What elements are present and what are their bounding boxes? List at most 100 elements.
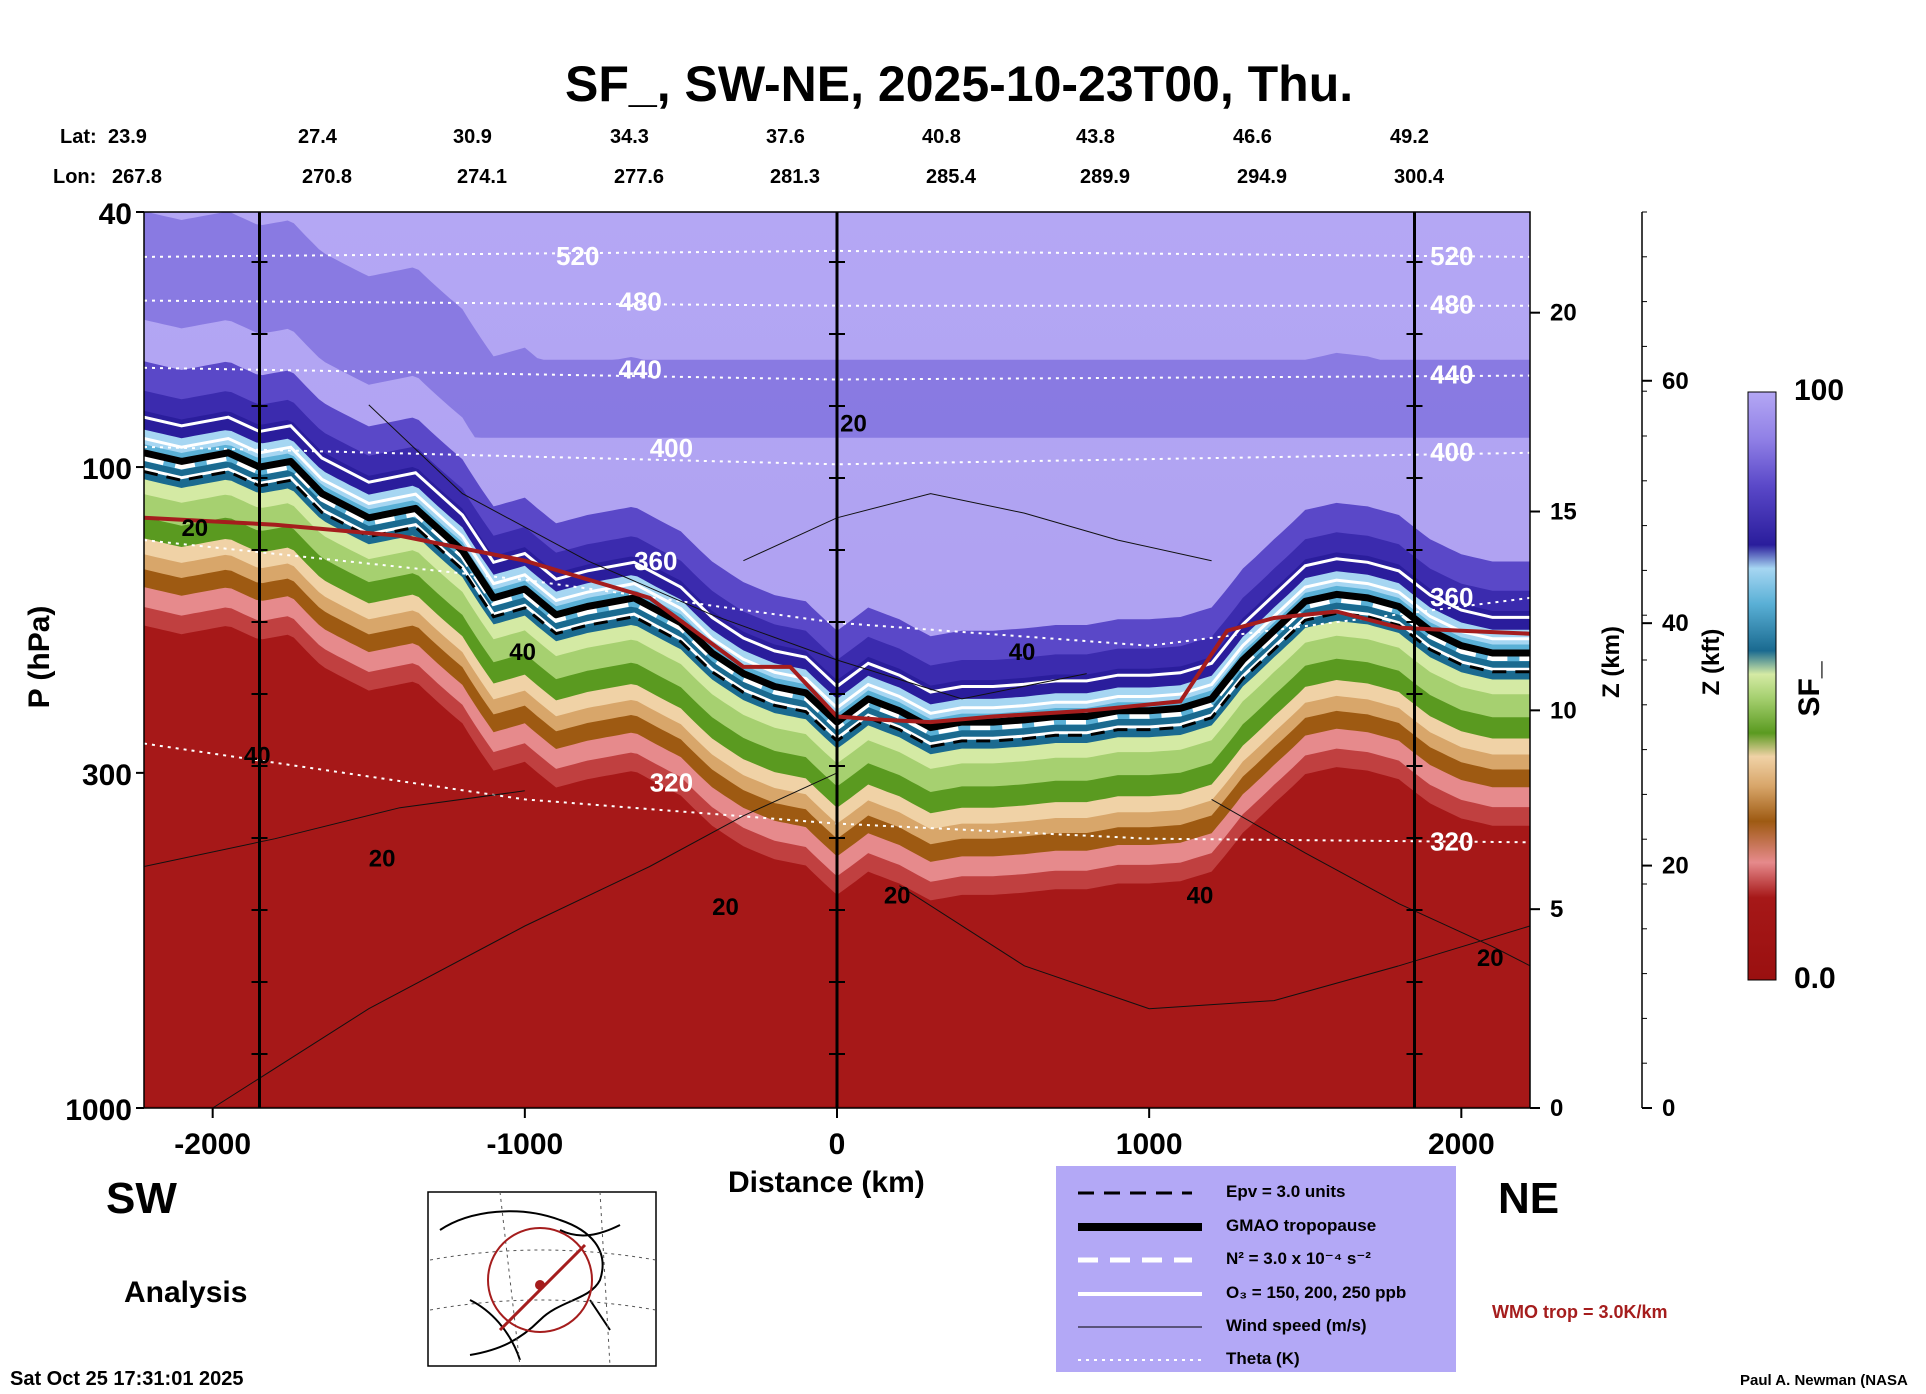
x-tick-label: -1000 [486, 1128, 563, 1161]
p-tick-label: 300 [82, 759, 132, 792]
wind-contour [368, 404, 1087, 700]
lon-value: 267.8 [112, 166, 163, 188]
wind-contour [212, 772, 838, 1108]
legend-o3: O₃ = 150, 200, 250 ppb [1226, 1283, 1407, 1302]
lon-value: 277.6 [614, 166, 665, 188]
lat-value: 40.8 [922, 126, 961, 148]
lon-value: 274.1 [457, 166, 508, 188]
zkm-tick-label: 15 [1550, 499, 1577, 526]
zkm-tick-label: 10 [1550, 697, 1577, 724]
o3-contour [144, 436, 1530, 715]
theta-label: 320 [1430, 826, 1473, 856]
direction-ne: NE [1498, 1174, 1560, 1223]
wind-contour [899, 885, 1530, 1010]
colorbar-min-label: 0.0 [1794, 962, 1836, 995]
theta-label: 400 [650, 433, 693, 463]
legend-theta: Theta (K) [1226, 1349, 1300, 1368]
x-tick-label: 1000 [1116, 1128, 1183, 1161]
theta-label: 360 [634, 546, 677, 576]
sf-band-upper [144, 212, 1530, 438]
lat-value: 46.6 [1233, 126, 1272, 148]
chart-title: SF_, SW-NE, 2025-10-23T00, Thu. [565, 56, 1354, 112]
theta-label: 480 [618, 286, 661, 316]
zkm-tick-label: 5 [1550, 896, 1563, 923]
location-map [427, 1191, 657, 1367]
zkm-tick-label: 20 [1550, 300, 1577, 327]
wind-label: 20 [369, 846, 396, 873]
wind-label: 20 [840, 410, 867, 437]
lat-value: 37.6 [766, 126, 805, 148]
theta-label: 320 [650, 768, 693, 798]
lon-value: 270.8 [302, 166, 353, 188]
colorbar [1747, 391, 1777, 981]
zkft-tick-label: 60 [1662, 368, 1689, 395]
zkm-tick-label: 0 [1550, 1095, 1563, 1122]
wind-label: 40 [509, 639, 536, 666]
legend-wind: Wind speed (m/s) [1226, 1316, 1367, 1335]
sf-band [144, 625, 1530, 1108]
wmo-trop-label: WMO trop = 3.0K/km [1492, 1302, 1668, 1322]
theta-label: 480 [1430, 290, 1473, 320]
lat-value: 23.9 [108, 126, 147, 148]
legend-epv: Epv = 3.0 units [1226, 1182, 1346, 1201]
colorbar-label: SF_ [1793, 661, 1826, 717]
theta-label: 440 [1430, 360, 1473, 390]
wind-label: 20 [181, 515, 208, 542]
analysis-label: Analysis [124, 1276, 248, 1309]
z-kft-axis-label: Z (kft) [1698, 628, 1725, 696]
theta-label: 520 [556, 241, 599, 271]
lon-value: 281.3 [770, 166, 821, 188]
lon-value: 294.9 [1237, 166, 1288, 188]
p-tick-label: 40 [99, 198, 132, 231]
gmao-tropopause-line [144, 449, 1530, 732]
legend-swatches [1078, 1191, 1202, 1361]
wind-label: 40 [1187, 883, 1214, 910]
map-coastlines [439, 1210, 621, 1361]
epv-contour [144, 470, 1530, 749]
lat-label: Lat: [60, 126, 97, 148]
map-graticule [429, 1191, 657, 1367]
wind-label: 20 [1477, 945, 1504, 972]
wind-label: 40 [244, 742, 271, 769]
colorbar-gradient [1747, 391, 1777, 981]
p-tick-label: 100 [82, 453, 132, 486]
colorbar-max-label: 100 [1794, 374, 1845, 407]
n2-contour [144, 455, 1530, 736]
direction-sw: SW [106, 1174, 177, 1223]
map-center-marker [535, 1280, 545, 1290]
x-tick-label: 2000 [1428, 1128, 1495, 1161]
timestamp: Sat Oct 25 17:31:01 2025 [10, 1368, 244, 1390]
lon-value: 300.4 [1394, 166, 1445, 188]
x-tick-label: -2000 [174, 1128, 251, 1161]
lon-label: Lon: [53, 166, 97, 188]
axes: -2000 -1000 0 1000 2000 40 100 300 1000 0 5 10 15 20 0… [65, 198, 1688, 1161]
wmo-tropopause-line [144, 515, 1530, 725]
z-km-axis-label: Z (km) [1598, 626, 1625, 698]
lat-value: 34.3 [610, 126, 649, 148]
map-range-circle [487, 1227, 593, 1333]
wind-label: 40 [1009, 639, 1036, 666]
x-axis-label: Distance (km) [728, 1166, 925, 1199]
theta-label: 440 [618, 354, 661, 384]
theta-label: 400 [1430, 437, 1473, 467]
lat-value: 30.9 [453, 126, 492, 148]
wind-label: 20 [712, 894, 739, 921]
x-tick-label: 0 [829, 1128, 846, 1161]
lon-value: 285.4 [926, 166, 977, 188]
theta-label: 520 [1430, 241, 1473, 271]
credit: Paul A. Newman (NASA [1740, 1372, 1908, 1389]
zkft-tick-label: 40 [1662, 610, 1689, 637]
lon-value: 289.9 [1080, 166, 1131, 188]
map-frame [427, 1191, 657, 1367]
zkft-tick-label: 20 [1662, 853, 1689, 880]
legend-gmao: GMAO tropopause [1226, 1216, 1377, 1235]
legend-n2: N² = 3.0 x 10⁻⁴ s⁻² [1226, 1249, 1371, 1268]
wind-contour [144, 790, 525, 867]
p-tick-label: 1000 [65, 1094, 132, 1127]
wind-contour [1211, 798, 1530, 967]
y-axis-label: P (hPa) [23, 605, 56, 709]
legend: Epv = 3.0 units GMAO tropopause N² = 3.0… [1056, 1166, 1456, 1372]
lat-value: 43.8 [1076, 126, 1115, 148]
